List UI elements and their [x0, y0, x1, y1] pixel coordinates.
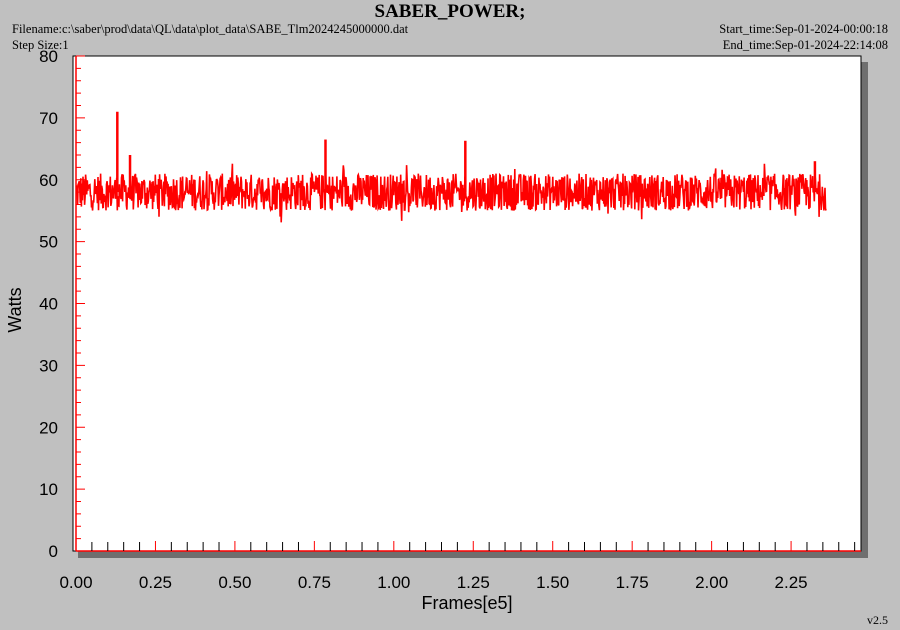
x-tick-label: 0.50 [218, 573, 251, 592]
version-label: v2.5 [867, 613, 888, 627]
y-tick-label: 40 [39, 295, 58, 314]
chart-title: SABER_POWER; [374, 1, 526, 22]
filename-label: Filename:c:\saber\prod\data\QL\data\plot… [12, 22, 409, 36]
series-line [75, 163, 827, 223]
x-axis-title: Frames[e5] [421, 593, 512, 613]
y-tick-label: 20 [39, 418, 58, 437]
x-tick-label: 1.75 [616, 573, 649, 592]
y-tick-label: 50 [39, 233, 58, 252]
x-tick-label: 0.00 [59, 573, 92, 592]
x-tick-label: 1.50 [536, 573, 569, 592]
y-tick-label: 10 [39, 480, 58, 499]
x-tick-label: 0.25 [139, 573, 172, 592]
x-tick-label: 2.25 [775, 573, 808, 592]
y-axis-title: Watts [5, 287, 25, 332]
y-tick-label: 60 [39, 171, 58, 190]
y-tick-label: 80 [39, 47, 58, 66]
x-tick-label: 0.75 [298, 573, 331, 592]
x-tick-label: 2.00 [695, 573, 728, 592]
start-time-label: Start_time:Sep-01-2024-00:00:18 [719, 22, 888, 36]
plot-area [72, 55, 862, 552]
end-time-label: End_time:Sep-01-2024-22:14:08 [722, 38, 888, 52]
x-tick-label: 1.25 [457, 573, 490, 592]
y-tick-label: 0 [49, 542, 58, 561]
x-tick-label: 1.00 [377, 573, 410, 592]
step-size-label: Step Size:1 [12, 38, 69, 52]
axes-layer: 0 10 20 30 40 50 60 70 80 0.00 0.25 0.50 0.75 1.00 1.2… [39, 47, 861, 592]
y-tick-label: 30 [39, 356, 58, 375]
y-tick-label: 70 [39, 109, 58, 128]
series-layer [75, 111, 827, 223]
